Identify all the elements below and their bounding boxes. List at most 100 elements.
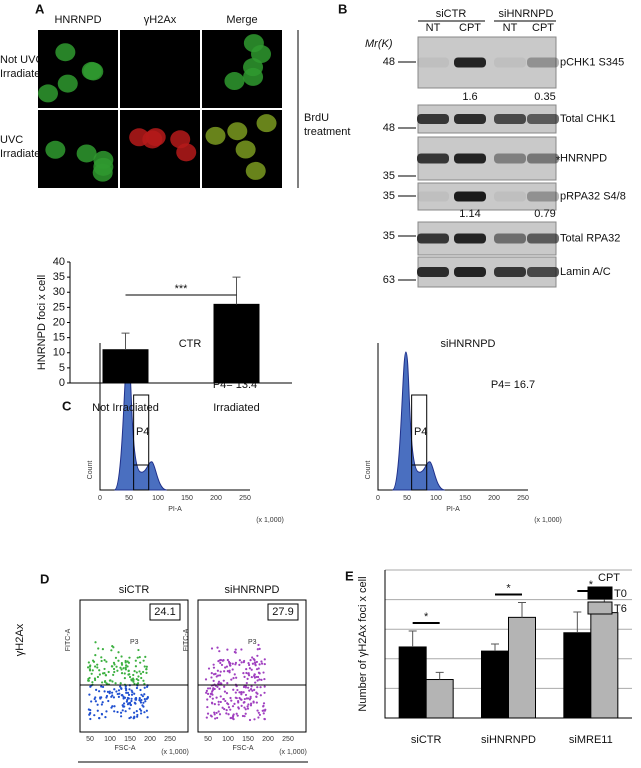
event-dot bbox=[95, 688, 98, 691]
bar bbox=[590, 612, 619, 719]
event-dot bbox=[216, 669, 219, 672]
event-dot bbox=[114, 682, 117, 685]
event-dot bbox=[96, 709, 99, 712]
event-dot bbox=[222, 679, 225, 682]
event-dot bbox=[115, 665, 118, 668]
event-dot bbox=[137, 675, 140, 678]
event-dot bbox=[132, 673, 135, 677]
y-tick-label: 25 bbox=[53, 301, 65, 313]
histogram bbox=[392, 351, 445, 491]
row-label: Irradiated bbox=[0, 148, 46, 160]
event-dot bbox=[101, 685, 105, 689]
event-dot bbox=[87, 677, 90, 681]
event-dot bbox=[110, 691, 114, 694]
event-dot bbox=[245, 681, 248, 685]
percent-box bbox=[267, 603, 299, 621]
event-dot bbox=[253, 688, 256, 691]
event-dot bbox=[244, 693, 248, 697]
event-dot bbox=[91, 681, 94, 684]
event-dot bbox=[140, 699, 143, 702]
event-dot bbox=[217, 703, 220, 706]
event-dot bbox=[234, 663, 237, 666]
event-dot bbox=[136, 715, 139, 718]
event-dot bbox=[229, 708, 232, 711]
event-dot bbox=[105, 682, 108, 685]
event-dot bbox=[117, 695, 120, 698]
event-dot bbox=[243, 715, 246, 718]
event-dot bbox=[229, 664, 232, 667]
gate-label: P3 bbox=[248, 639, 257, 646]
event-dot bbox=[124, 668, 127, 671]
significance: * bbox=[506, 582, 511, 594]
event-dot bbox=[240, 648, 243, 651]
blot-label: pRPA32 S4/8 bbox=[560, 190, 626, 202]
event-dot bbox=[96, 663, 99, 666]
event-dot bbox=[215, 675, 218, 678]
event-dot bbox=[244, 708, 247, 711]
event-dot bbox=[113, 710, 116, 713]
significance: *** bbox=[175, 283, 189, 295]
event-dot bbox=[90, 700, 93, 703]
lane-label: CPT bbox=[459, 22, 481, 34]
event-dot bbox=[257, 667, 260, 670]
event-dot bbox=[246, 686, 250, 689]
event-dot bbox=[90, 672, 93, 675]
event-dot bbox=[144, 700, 147, 703]
significance: * bbox=[589, 579, 594, 591]
event-dot bbox=[232, 676, 235, 680]
event-dot bbox=[123, 672, 126, 675]
event-dot bbox=[98, 717, 101, 720]
event-dot bbox=[227, 713, 230, 716]
event-dot bbox=[257, 711, 260, 714]
event-dot bbox=[105, 696, 108, 699]
event-dot bbox=[249, 688, 253, 691]
event-dot bbox=[214, 717, 217, 720]
micrograph bbox=[202, 30, 282, 108]
event-dot bbox=[114, 656, 118, 659]
x-tick-label: 0 bbox=[376, 495, 380, 502]
event-dot bbox=[263, 718, 266, 721]
column-label: γH2Ax bbox=[144, 14, 177, 26]
nucleus bbox=[145, 128, 166, 147]
band bbox=[454, 191, 486, 202]
event-dot bbox=[112, 661, 116, 664]
event-dot bbox=[133, 711, 136, 714]
event-dot bbox=[251, 662, 255, 665]
event-dot bbox=[89, 717, 92, 721]
event-dot bbox=[120, 687, 123, 690]
event-dot bbox=[106, 690, 110, 693]
event-dot bbox=[246, 705, 249, 708]
event-dot bbox=[117, 689, 121, 692]
event-dot bbox=[98, 669, 101, 672]
event-dot bbox=[86, 666, 90, 669]
event-dot bbox=[223, 707, 226, 711]
x-tick-label: 250 bbox=[239, 495, 251, 502]
event-dot bbox=[255, 701, 258, 704]
y-tick-label: 20 bbox=[53, 316, 65, 328]
event-dot bbox=[128, 707, 131, 710]
event-dot bbox=[221, 706, 224, 709]
event-dot bbox=[256, 709, 259, 712]
event-dot bbox=[229, 716, 232, 720]
event-dot bbox=[125, 691, 128, 694]
panel-label: B bbox=[338, 1, 347, 16]
event-dot bbox=[205, 716, 208, 719]
band bbox=[527, 153, 559, 164]
event-dot bbox=[129, 703, 133, 707]
error-bar bbox=[573, 611, 582, 633]
event-dot bbox=[253, 676, 257, 679]
event-dot bbox=[223, 670, 226, 673]
event-dot bbox=[133, 692, 136, 695]
y-axis-label: γH2Ax bbox=[14, 623, 26, 656]
event-dot bbox=[232, 688, 235, 691]
side-label: treatment bbox=[304, 126, 350, 138]
event-dot bbox=[122, 667, 125, 670]
event-dot bbox=[93, 678, 97, 682]
marker-label: 48 bbox=[383, 122, 395, 134]
event-dot bbox=[211, 702, 214, 705]
event-dot bbox=[100, 703, 103, 706]
event-dot bbox=[262, 702, 266, 705]
event-dot bbox=[263, 658, 266, 661]
x-tick-label: 200 bbox=[262, 736, 274, 743]
event-dot bbox=[233, 673, 236, 676]
